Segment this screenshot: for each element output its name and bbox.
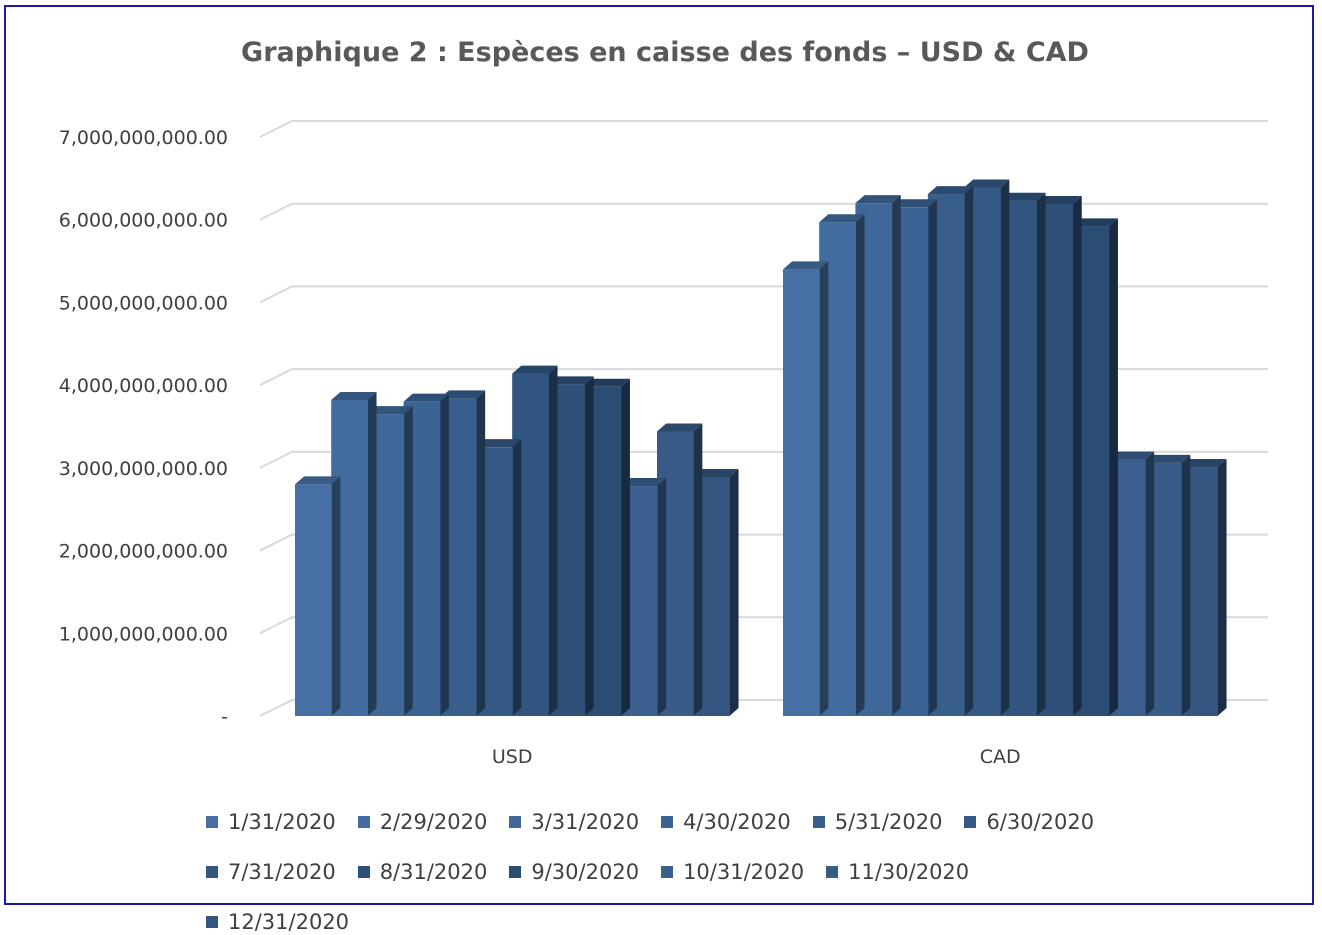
chart-plot: - 1,000,000,000.00 2,000,000,000.00 3,000,0… bbox=[59, 120, 1268, 768]
legend-label: 8/31/2020 bbox=[379, 860, 488, 884]
bar-cad-1 bbox=[783, 261, 829, 716]
legend-item: 6/30/2020 bbox=[964, 809, 1094, 835]
legend-item: 4/30/2020 bbox=[661, 809, 791, 835]
legend-label: 10/31/2020 bbox=[683, 860, 805, 884]
category-label-usd: USD bbox=[492, 746, 533, 768]
legend-swatch bbox=[509, 816, 522, 828]
legend-item: 9/30/2020 bbox=[509, 859, 639, 885]
legend-item: 8/31/2020 bbox=[357, 859, 488, 885]
legend-swatch bbox=[357, 816, 370, 828]
legend-swatch bbox=[357, 866, 370, 878]
y-tick-label: 6,000,000,000.00 bbox=[59, 210, 228, 232]
legend-item: 11/30/2020 bbox=[826, 859, 969, 885]
legend-label: 1/31/2020 bbox=[228, 810, 336, 834]
legend-label: 6/30/2020 bbox=[986, 810, 1095, 834]
legend-label: 2/29/2020 bbox=[379, 810, 488, 834]
gridline bbox=[259, 120, 1268, 138]
legend-item: 2/29/2020 bbox=[357, 809, 488, 835]
x-axis-categories: USD CAD bbox=[492, 746, 1021, 768]
legend-item: 10/31/2020 bbox=[661, 859, 804, 885]
y-tick-label: 5,000,000,000.00 bbox=[59, 292, 228, 314]
legend-item: 7/31/2020 bbox=[206, 859, 336, 885]
legend-swatch bbox=[964, 816, 977, 828]
y-tick-label: 4,000,000,000.00 bbox=[59, 375, 228, 397]
legend-label: 9/30/2020 bbox=[531, 860, 640, 884]
legend-swatch bbox=[661, 866, 674, 878]
legend: 1/31/2020 2/29/2020 3/31/2020 4/30/2020 5/31… bbox=[206, 809, 1146, 935]
legend-label: 3/31/2020 bbox=[531, 810, 640, 834]
legend-swatch bbox=[661, 816, 674, 828]
category-label-cad: CAD bbox=[980, 746, 1021, 768]
legend-swatch bbox=[509, 866, 522, 878]
legend-label: 5/31/2020 bbox=[834, 810, 943, 834]
legend-swatch bbox=[826, 866, 839, 878]
legend-item: 12/31/2020 bbox=[206, 909, 349, 935]
legend-label: 4/30/2020 bbox=[683, 810, 791, 834]
legend-label: 7/31/2020 bbox=[228, 860, 336, 884]
legend-label: 11/30/2020 bbox=[848, 860, 970, 884]
y-tick-label: - bbox=[221, 706, 228, 728]
legend-swatch bbox=[206, 916, 218, 928]
chart-title: Graphique 2 : Espèces en caisse des fond… bbox=[241, 37, 1089, 68]
legend-swatch bbox=[812, 816, 825, 828]
gridline bbox=[259, 202, 1268, 221]
y-axis-ticks: - 1,000,000,000.00 2,000,000,000.00 3,000,0… bbox=[59, 127, 228, 728]
y-tick-label: 7,000,000,000.00 bbox=[59, 127, 228, 149]
bars bbox=[295, 179, 1227, 717]
legend-item: 5/31/2020 bbox=[812, 809, 943, 835]
legend-swatch bbox=[206, 816, 218, 828]
chart-frame: Graphique 2 : Espèces en caisse des fond… bbox=[4, 5, 1314, 934]
legend-swatch bbox=[206, 866, 218, 878]
y-tick-label: 3,000,000,000.00 bbox=[59, 458, 228, 480]
y-tick-label: 2,000,000,000.00 bbox=[59, 541, 228, 563]
y-tick-label: 1,000,000,000.00 bbox=[59, 623, 228, 645]
bar-usd-1 bbox=[295, 476, 341, 716]
legend-item: 3/31/2020 bbox=[509, 809, 639, 835]
legend-item: 1/31/2020 bbox=[206, 809, 336, 835]
